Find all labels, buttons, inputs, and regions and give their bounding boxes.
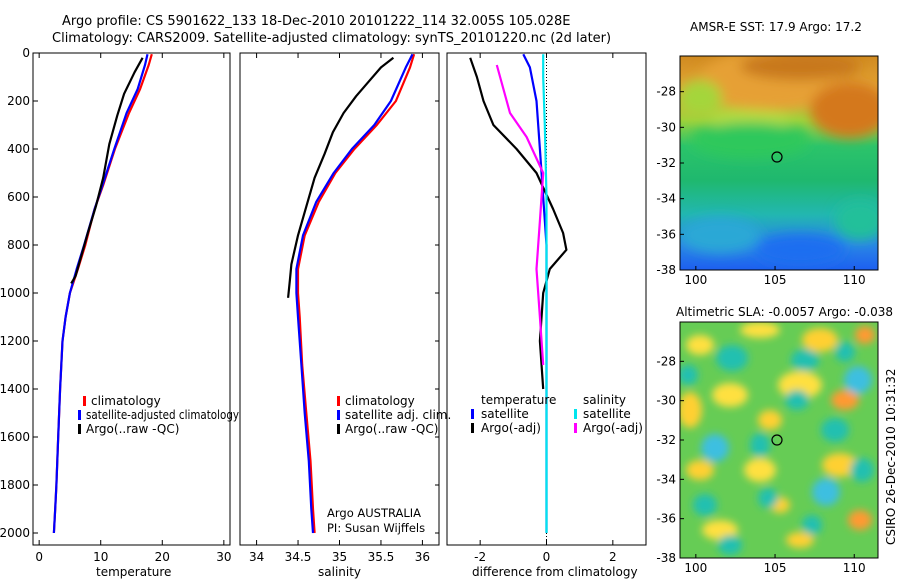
sst-map-image — [680, 56, 878, 270]
figure-title-line-2: Climatology: CARS2009. Satellite-adjuste… — [52, 31, 611, 46]
map-y-tick-label: -32 — [656, 433, 676, 447]
legend-title-salinity: salinity — [583, 393, 626, 407]
depth-tick-label: 1600 — [0, 430, 30, 444]
sla-map-axes: 100 105 110 -28 -30 -32 -34 -36 -38 — [656, 354, 865, 575]
x-tick-label: 34.5 — [285, 550, 312, 564]
legend-swatch-sal-argo — [574, 423, 577, 433]
map-x-tick-label: 105 — [764, 273, 787, 287]
depth-tick-label: 200 — [7, 94, 30, 108]
sst-float-marker — [771, 151, 783, 163]
salinity-profile-climatology-line — [296, 53, 416, 534]
salinity-legend: climatology satellite adj. clim. Argo(..… — [337, 394, 451, 436]
legend-swatch-argo — [337, 424, 340, 434]
temperature-xlabel: temperature — [96, 565, 171, 579]
csiro-timestamp: CSIRO 26-Dec-2010 10:31:32 — [884, 368, 898, 545]
depth-tick-label: 400 — [7, 142, 30, 156]
map-y-tick-label: -34 — [656, 192, 676, 206]
argo-australia-label: Argo AUSTRALIA — [327, 506, 421, 520]
sst-map-title: AMSR-E SST: 17.9 Argo: 17.2 — [690, 20, 862, 34]
legend-swatch-temp-argo — [471, 423, 474, 433]
difference-xlabel: difference from climatology — [472, 565, 638, 579]
x-tick-label: 10 — [93, 550, 108, 564]
legend-swatch-satellite — [78, 410, 81, 420]
legend-label-argo: Argo(..raw -QC) — [86, 422, 179, 436]
sla-map-title: Altimetric SLA: -0.0057 Argo: -0.038 — [676, 305, 893, 319]
x-tick-label: 36 — [415, 550, 430, 564]
x-tick-label: 30 — [216, 550, 231, 564]
temperature-profile-argo-line — [70, 57, 144, 284]
map-y-tick-label: -30 — [656, 394, 676, 408]
salinity-xlabel: salinity — [318, 565, 361, 579]
legend-title-temperature: temperature — [481, 393, 556, 407]
sst-map-axes: 100 105 110 -28 -30 -32 -34 -36 -38 — [656, 85, 865, 287]
temperature-profile-satellite-adjusted-line — [52, 53, 149, 534]
depth-tick-label: 2000 — [0, 526, 30, 540]
map-y-tick-label: -32 — [656, 156, 676, 170]
x-tick-label: 2 — [609, 550, 617, 564]
x-tick-label: -2 — [474, 550, 486, 564]
map-x-tick-label: 110 — [843, 561, 866, 575]
depth-axis: 0 200 400 600 800 1000 1200 1400 1600 1800 2000 — [0, 46, 439, 540]
legend-label-satellite: satellite-adjusted climatology — [86, 408, 239, 422]
map-y-tick-label: -28 — [656, 85, 676, 99]
map-x-tick-label: 100 — [684, 273, 707, 287]
x-tick-label: 20 — [155, 550, 170, 564]
legend-swatch-climatology — [337, 396, 340, 406]
temperature-profile-climatology-line — [52, 53, 153, 534]
difference-profile-salinity-satellite-line — [542, 54, 548, 533]
map-y-tick-label: -36 — [656, 512, 676, 526]
map-x-tick-label: 105 — [764, 561, 787, 575]
legend-label-sal-argo: Argo(-adj) — [583, 421, 643, 435]
map-y-tick-label: -38 — [656, 263, 676, 277]
difference-profile-salinity-argo-line — [495, 64, 545, 366]
legend-label-argo: Argo(..raw -QC) — [345, 422, 438, 436]
depth-tick-label: 1800 — [0, 478, 30, 492]
legend-swatch-sal-satellite — [574, 409, 577, 419]
legend-label-climatology: climatology — [345, 394, 415, 408]
salinity-profile-satellite-adjusted-line — [295, 53, 414, 534]
depth-tick-label: 600 — [7, 190, 30, 204]
map-y-tick-label: -30 — [656, 120, 676, 134]
legend-label-sal-satellite: satellite — [583, 407, 631, 421]
difference-legend: temperature salinity satellite Argo(-adj… — [471, 393, 643, 435]
depth-tick-label: 1400 — [0, 382, 30, 396]
depth-tick-label: 0 — [22, 46, 30, 60]
x-tick-label: 34 — [249, 550, 264, 564]
figure-title-line-1: Argo profile: CS 5901622_133 18-Dec-2010… — [62, 14, 570, 29]
x-tick-label: 35.5 — [368, 550, 395, 564]
sla-map-image — [680, 322, 878, 558]
legend-swatch-satellite — [337, 410, 340, 420]
difference-profile-temperature-argo-line — [469, 57, 568, 390]
depth-tick-label: 800 — [7, 238, 30, 252]
map-x-tick-label: 100 — [684, 561, 707, 575]
legend-swatch-climatology — [83, 396, 86, 406]
map-y-tick-label: -28 — [656, 354, 676, 368]
depth-tick-label: 1200 — [0, 334, 30, 348]
x-tick-label: 0 — [543, 550, 551, 564]
salinity-axes — [239, 52, 440, 546]
legend-label-climatology: climatology — [91, 394, 161, 408]
map-y-tick-label: -34 — [656, 472, 676, 486]
salinity-profile-argo-line — [287, 56, 395, 298]
legend-label-temp-satellite: satellite — [481, 407, 529, 421]
legend-swatch-argo — [78, 424, 81, 434]
temperature-axes — [32, 52, 231, 546]
map-y-tick-label: -36 — [656, 227, 676, 241]
x-axes-ticks: 0 10 20 30 34 34.5 35 35.5 36 -2 0 2 — [35, 53, 617, 564]
legend-swatch-temp-satellite — [471, 409, 474, 419]
sla-float-marker — [771, 434, 783, 446]
depth-tick-label: 1000 — [0, 286, 30, 300]
legend-label-satellite: satellite adj. clim. — [345, 408, 451, 422]
x-tick-label: 35 — [332, 550, 347, 564]
profile-series — [52, 53, 568, 534]
map-x-tick-label: 110 — [843, 273, 866, 287]
temperature-legend: climatology satellite-adjusted climatolo… — [78, 394, 239, 436]
pi-label: PI: Susan Wijffels — [327, 521, 425, 535]
x-tick-label: 0 — [35, 550, 43, 564]
map-y-tick-label: -38 — [656, 551, 676, 565]
legend-label-temp-argo: Argo(-adj) — [481, 421, 541, 435]
